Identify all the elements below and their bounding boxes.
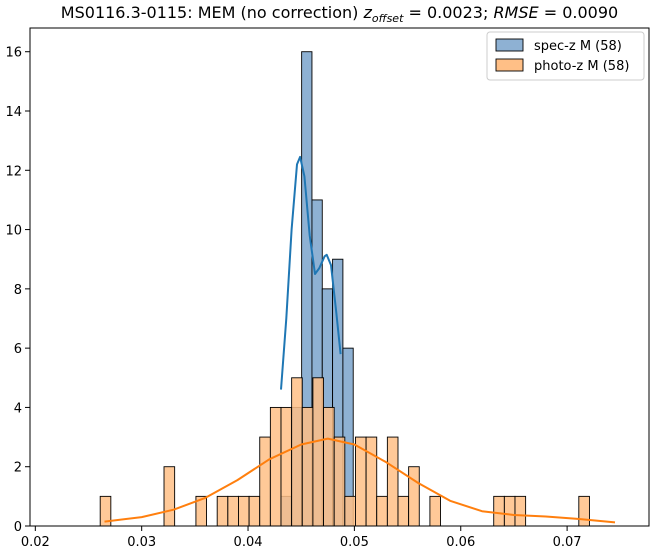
photo-z-bar xyxy=(291,377,303,527)
photo-z-bar xyxy=(503,495,516,527)
photo-z-bar xyxy=(333,436,346,527)
photo-z-bar xyxy=(227,495,239,527)
photo-z-bar xyxy=(312,377,324,527)
photo-z-bar xyxy=(386,436,399,527)
y-tick-label: 2 xyxy=(14,461,22,476)
photo-z-bar xyxy=(269,406,282,527)
photo-z-bar xyxy=(259,436,271,527)
legend-box xyxy=(486,31,645,81)
legend-swatch xyxy=(495,38,524,52)
photo-z-kde-line xyxy=(104,437,616,524)
photo-z-bar xyxy=(238,495,250,527)
photo-z-bar xyxy=(301,406,314,527)
title-part: = 0.0023; xyxy=(403,3,493,22)
x-tick-label: 0.03 xyxy=(127,535,156,550)
photo-z-bar xyxy=(344,495,356,527)
x-axis-ticks: 0.02 0.03 0.04 0.05 0.06 0.07 xyxy=(21,526,582,550)
x-tick-label: 0.02 xyxy=(21,535,50,550)
photo-z-bar xyxy=(429,495,441,527)
chart-title: MS0116.3-0115: MEM (no correction) zoffs… xyxy=(61,3,618,25)
title-part: RMSE xyxy=(493,3,539,22)
photo-z-bar xyxy=(376,495,388,527)
y-axis-ticks: 0 2 4 6 8 10 12 14 16 xyxy=(5,46,30,535)
photo-z-bar xyxy=(514,495,527,527)
photo-z-bar xyxy=(248,495,261,527)
title-part: MS0116.3-0115: MEM (no correction) xyxy=(61,3,364,22)
legend-label: photo-z M (58) xyxy=(534,59,629,74)
photo-z-bar xyxy=(280,406,293,527)
title-subscript: offset xyxy=(372,12,404,25)
legend-label: spec-z M (58) xyxy=(534,39,622,54)
y-tick-label: 6 xyxy=(14,342,22,357)
y-tick-label: 10 xyxy=(5,224,22,239)
x-tick-label: 0.07 xyxy=(553,535,582,550)
photo-z-bar xyxy=(323,406,335,527)
spec-z-kde-line xyxy=(280,155,342,390)
y-tick-label: 0 xyxy=(14,520,22,535)
y-tick-label: 12 xyxy=(5,164,22,179)
photo-z-bar xyxy=(365,436,378,527)
photo-z-bar xyxy=(397,495,410,527)
x-tick-label: 0.05 xyxy=(340,535,369,550)
y-tick-label: 14 xyxy=(5,105,22,120)
y-tick-label: 16 xyxy=(5,46,22,61)
kde-layer xyxy=(104,155,616,524)
bars-layer xyxy=(99,51,590,527)
title-part: = 0.0090 xyxy=(539,3,619,22)
y-tick-label: 4 xyxy=(14,401,22,416)
photo-z-bar xyxy=(493,495,505,527)
x-tick-label: 0.06 xyxy=(446,535,475,550)
y-tick-label: 8 xyxy=(14,283,22,298)
legend-swatch xyxy=(495,58,524,72)
title-part: z xyxy=(363,3,373,22)
photo-z-bar xyxy=(408,466,420,527)
photo-z-bar xyxy=(163,466,176,527)
legend: spec-z M (58) photo-z M (58) xyxy=(486,31,645,81)
photo-z-bar xyxy=(578,495,590,527)
photo-z-bar xyxy=(216,495,229,527)
axes-frame xyxy=(29,27,650,527)
x-tick-label: 0.04 xyxy=(234,535,263,550)
